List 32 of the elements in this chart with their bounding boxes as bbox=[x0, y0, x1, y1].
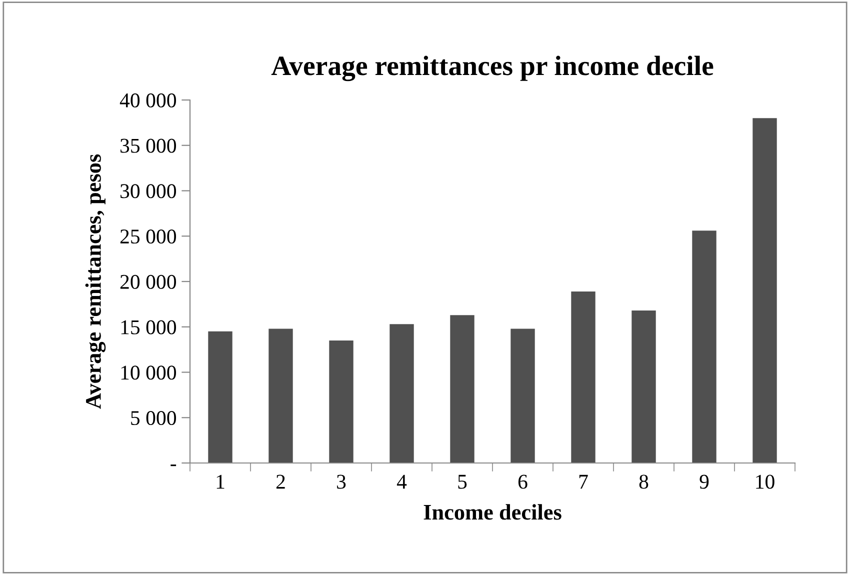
x-tick-label: 5 bbox=[458, 474, 467, 489]
bar bbox=[752, 118, 777, 463]
y-axis-title: Average remittances, pesos bbox=[85, 154, 106, 409]
chart-title: Average remittances pr income decile bbox=[271, 56, 714, 82]
bar bbox=[329, 340, 354, 463]
y-tick-label: 25 000 bbox=[120, 230, 176, 244]
bar bbox=[390, 324, 414, 463]
y-tick-label: 5 000 bbox=[131, 411, 176, 426]
x-tick-label: 9 bbox=[700, 474, 709, 489]
x-tick-label: 7 bbox=[579, 474, 588, 489]
bar bbox=[510, 328, 535, 463]
x-tick-label: 8 bbox=[639, 474, 648, 489]
x-tick-label: 4 bbox=[396, 474, 407, 489]
y-tick-label: - bbox=[170, 464, 176, 466]
y-tick-label: 15 000 bbox=[121, 320, 176, 334]
bar bbox=[268, 328, 293, 463]
y-tick-label: 30 000 bbox=[120, 184, 176, 198]
bar bbox=[692, 230, 716, 463]
x-tick-label: 6 bbox=[518, 474, 528, 489]
x-tick-label: 3 bbox=[337, 474, 346, 489]
y-tick-label: 10 000 bbox=[121, 366, 176, 380]
bar bbox=[571, 291, 596, 463]
y-tick-label: 20 000 bbox=[120, 274, 176, 289]
bar bbox=[208, 331, 232, 463]
bar bbox=[450, 315, 474, 463]
x-tick-label: 2 bbox=[276, 474, 285, 489]
bar bbox=[632, 310, 656, 463]
x-tick-label: 10 bbox=[756, 474, 774, 489]
x-tick-label: 1 bbox=[216, 474, 224, 489]
x-axis-title: Income deciles bbox=[424, 504, 562, 520]
y-tick-label: 35 000 bbox=[120, 138, 176, 153]
y-tick-label: 40 000 bbox=[120, 93, 176, 108]
